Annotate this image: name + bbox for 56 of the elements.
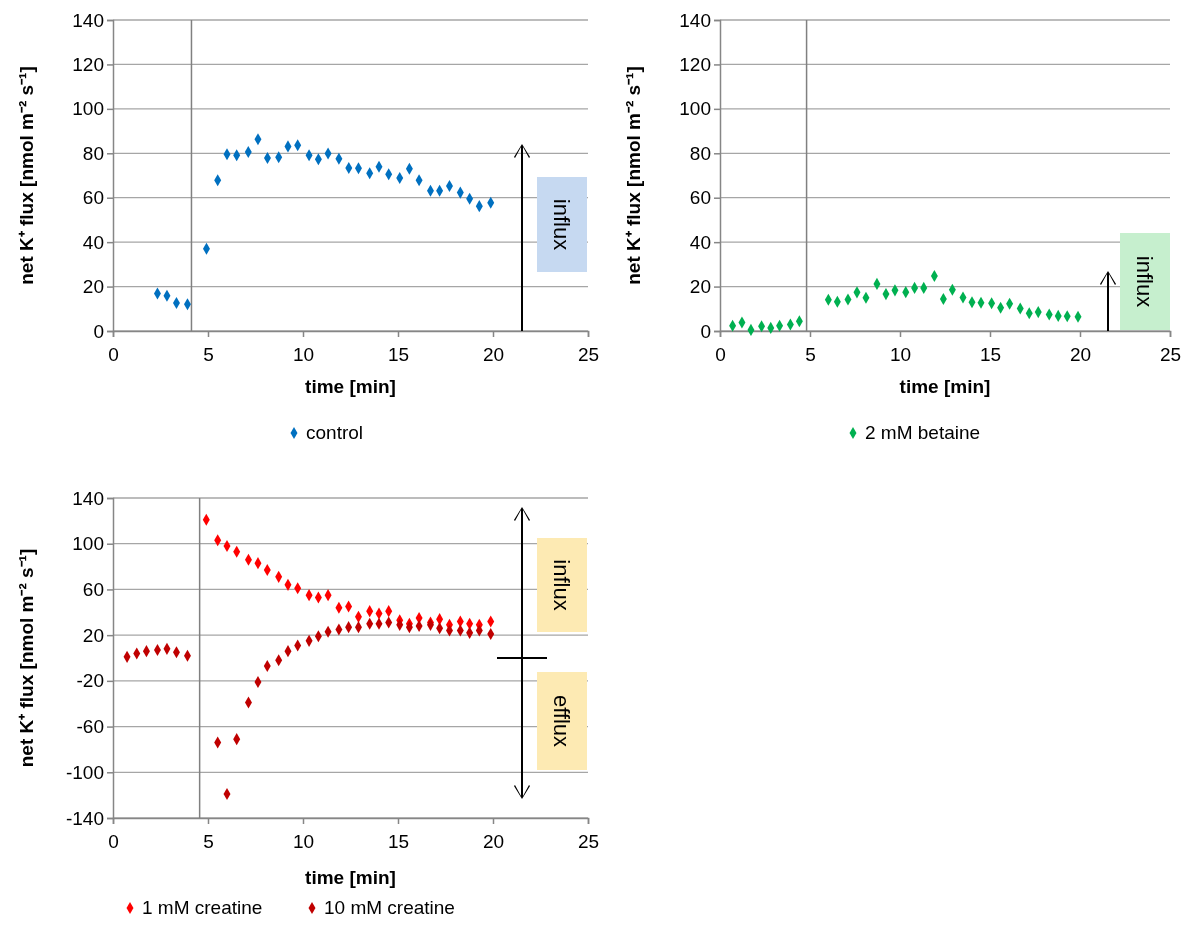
y-tick-label: 0 xyxy=(93,320,104,342)
y-axis-title: net K⁺ flux [nmol m⁻² s⁻¹] xyxy=(16,548,37,768)
annotation: influx xyxy=(549,559,575,611)
y-axis-title: net K⁺ flux [nmol m⁻² s⁻¹] xyxy=(623,66,644,285)
y-tick-label: 100 xyxy=(72,98,104,120)
y-tick-label: 140 xyxy=(72,487,104,509)
y-tick-label: -100 xyxy=(65,761,104,783)
y-tick-label: 100 xyxy=(72,533,104,555)
y-tick-label: 40 xyxy=(689,231,711,253)
x-axis-title: time [min] xyxy=(305,867,396,888)
annotation: efflux xyxy=(549,694,575,748)
y-tick-label: -20 xyxy=(76,670,104,692)
x-tick-label: 10 xyxy=(292,343,315,365)
x-tick-label: 25 xyxy=(577,830,600,852)
y-tick-label: 20 xyxy=(689,276,711,298)
x-tick-label: 15 xyxy=(387,830,410,852)
legend-label: 1 mM creatine xyxy=(142,897,263,918)
x-tick-label: 0 xyxy=(108,343,119,365)
y-tick-label: 80 xyxy=(689,142,711,164)
x-tick-label: 25 xyxy=(577,343,600,365)
x-tick-label: 0 xyxy=(108,830,119,852)
y-tick-label: 80 xyxy=(82,142,104,164)
y-tick-label: 140 xyxy=(72,9,104,31)
x-axis-title: time [min] xyxy=(899,376,991,397)
y-tick-label: 0 xyxy=(700,320,711,342)
legend-label: 2 mM betaine xyxy=(865,422,981,443)
x-tick-label: 10 xyxy=(292,830,315,852)
y-axis-title: net K⁺ flux [nmol m⁻² s⁻¹] xyxy=(16,66,37,285)
annotation: influx xyxy=(549,198,575,251)
x-tick-label: 20 xyxy=(482,830,505,852)
x-tick-label: 15 xyxy=(387,343,410,365)
y-tick-label: 20 xyxy=(82,624,104,646)
y-tick-label: 120 xyxy=(72,54,104,76)
x-tick-label: 5 xyxy=(805,343,816,365)
y-tick-label: 40 xyxy=(82,231,104,253)
y-tick-label: 60 xyxy=(82,579,104,601)
y-tick-label: 20 xyxy=(82,276,104,298)
y-tick-label: 60 xyxy=(82,187,104,209)
x-tick-label: 5 xyxy=(203,830,214,852)
y-tick-label: 140 xyxy=(679,9,711,31)
x-tick-label: 5 xyxy=(203,343,214,365)
y-tick-label: -60 xyxy=(76,716,104,738)
x-tick-label: 25 xyxy=(1159,343,1182,365)
x-tick-label: 20 xyxy=(482,343,505,365)
legend-label: 10 mM creatine xyxy=(324,897,455,918)
y-tick-label: 60 xyxy=(689,187,711,209)
annotation: influx xyxy=(1132,255,1158,308)
y-tick-label: 100 xyxy=(679,98,711,120)
x-tick-label: 20 xyxy=(1069,343,1092,365)
x-tick-label: 0 xyxy=(715,343,726,365)
x-tick-label: 15 xyxy=(979,343,1002,365)
y-tick-label: 120 xyxy=(679,54,711,76)
legend-label: control xyxy=(306,422,364,443)
y-tick-label: -140 xyxy=(65,807,104,829)
x-tick-label: 10 xyxy=(889,343,912,365)
x-axis-title: time [min] xyxy=(305,376,396,397)
